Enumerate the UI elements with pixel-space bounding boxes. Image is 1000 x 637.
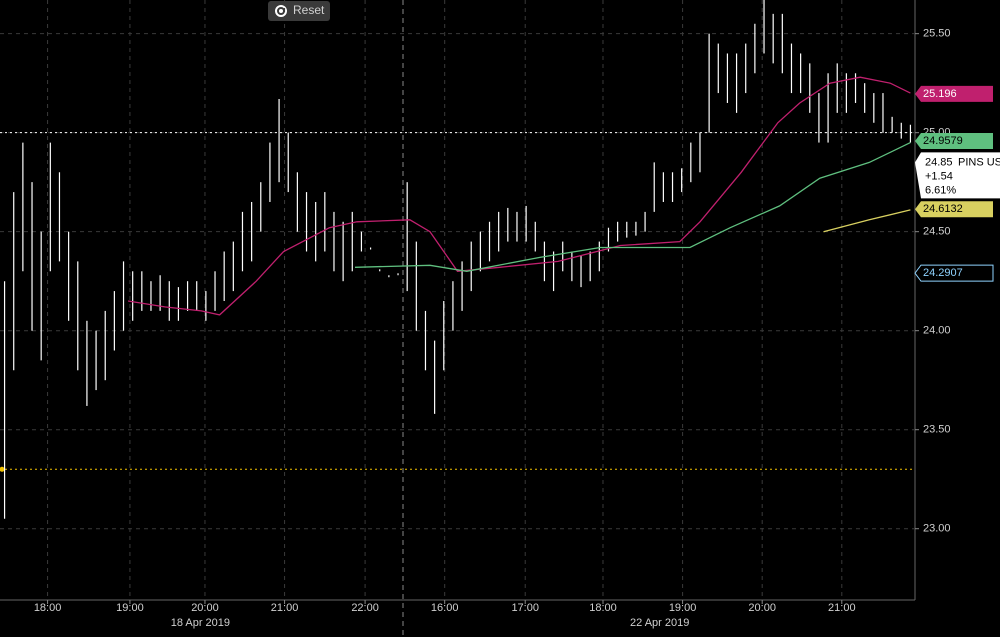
series-tag-bg (915, 85, 993, 102)
reference-tag-bg (914, 264, 994, 282)
x-tick-label: 18:00 (34, 602, 62, 614)
moving-average (823, 209, 911, 233)
x-tick-label: 19:00 (669, 602, 697, 614)
reset-icon[interactable] (275, 5, 287, 17)
series-tag-bg (915, 201, 993, 218)
quote-change: +1.54 (925, 170, 953, 182)
reset-button[interactable]: Reset (268, 1, 330, 21)
y-tick-label: 23.50 (923, 424, 951, 436)
series-tag-bg (915, 133, 993, 150)
x-tick-label: 19:00 (116, 602, 144, 614)
x-tick-label: 22:00 (351, 602, 379, 614)
series-tag-label: 24.6132 (923, 203, 963, 215)
date-label: 18 Apr 2019 (171, 617, 230, 629)
reset-icon-dot[interactable] (279, 9, 283, 13)
y-tick-label: 24.50 (923, 226, 951, 238)
moving-average (354, 142, 911, 272)
y-tick-label: 25.50 (923, 28, 951, 40)
x-tick-label: 18:00 (589, 602, 617, 614)
moving-average (127, 76, 911, 316)
reset-label[interactable]: Reset (293, 3, 325, 17)
x-tick-label: 21:00 (271, 602, 299, 614)
date-label: 22 Apr 2019 (630, 617, 689, 629)
y-tick-label: 24.00 (923, 325, 951, 337)
x-tick-label: 20:00 (748, 602, 776, 614)
series-tag-label: 25.196 (923, 88, 957, 100)
quote-change-pct: 6.61% (925, 184, 956, 196)
x-tick-label: 17:00 (511, 602, 539, 614)
x-tick-label: 21:00 (828, 602, 856, 614)
quote-bg (915, 152, 1000, 199)
reference-tag-label: 24.2907 (923, 267, 963, 279)
x-tick-label: 16:00 (431, 602, 459, 614)
reference-dot (0, 466, 5, 472)
x-tick-label: 20:00 (191, 602, 219, 614)
quote-ticker: PINS US (958, 156, 1000, 168)
y-tick-label: 23.00 (923, 523, 951, 535)
series-tag-label: 24.9579 (923, 135, 963, 147)
quote-price: 24.85 (925, 156, 953, 168)
